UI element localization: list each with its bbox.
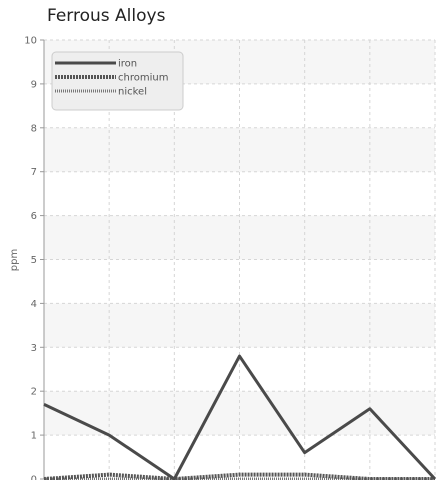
y-tick-label: 10	[24, 36, 37, 47]
legend-label-iron: iron	[118, 59, 137, 70]
y-tick-label: 3	[31, 343, 37, 354]
y-tick-label: 9	[31, 79, 37, 90]
legend-box	[51, 51, 184, 111]
series-lines	[43, 354, 437, 480]
series-line-chromium	[43, 472, 435, 480]
series-line-iron	[43, 354, 437, 480]
y-tick-label: 6	[31, 211, 37, 222]
y-tick-label: 7	[31, 167, 37, 178]
y-tick-label: 1	[31, 431, 37, 442]
legend: iron chromium nickel	[51, 51, 184, 111]
y-tick-labels: 0 1 2 3 4 5 6 7 8 9 10	[24, 36, 37, 480]
legend-label-nickel: nickel	[118, 87, 147, 98]
legend-label-chromium: chromium	[118, 73, 168, 84]
y-tick-label: 2	[31, 387, 37, 398]
y-axis-label: ppm	[9, 249, 20, 271]
chart-title: Ferrous Alloys	[47, 6, 166, 26]
y-tick-label: 4	[31, 299, 37, 310]
y-tick-label: 8	[31, 123, 37, 134]
y-tick-label: 5	[31, 255, 37, 266]
y-tick-label: 0	[31, 475, 37, 480]
y-axis	[40, 39, 45, 480]
